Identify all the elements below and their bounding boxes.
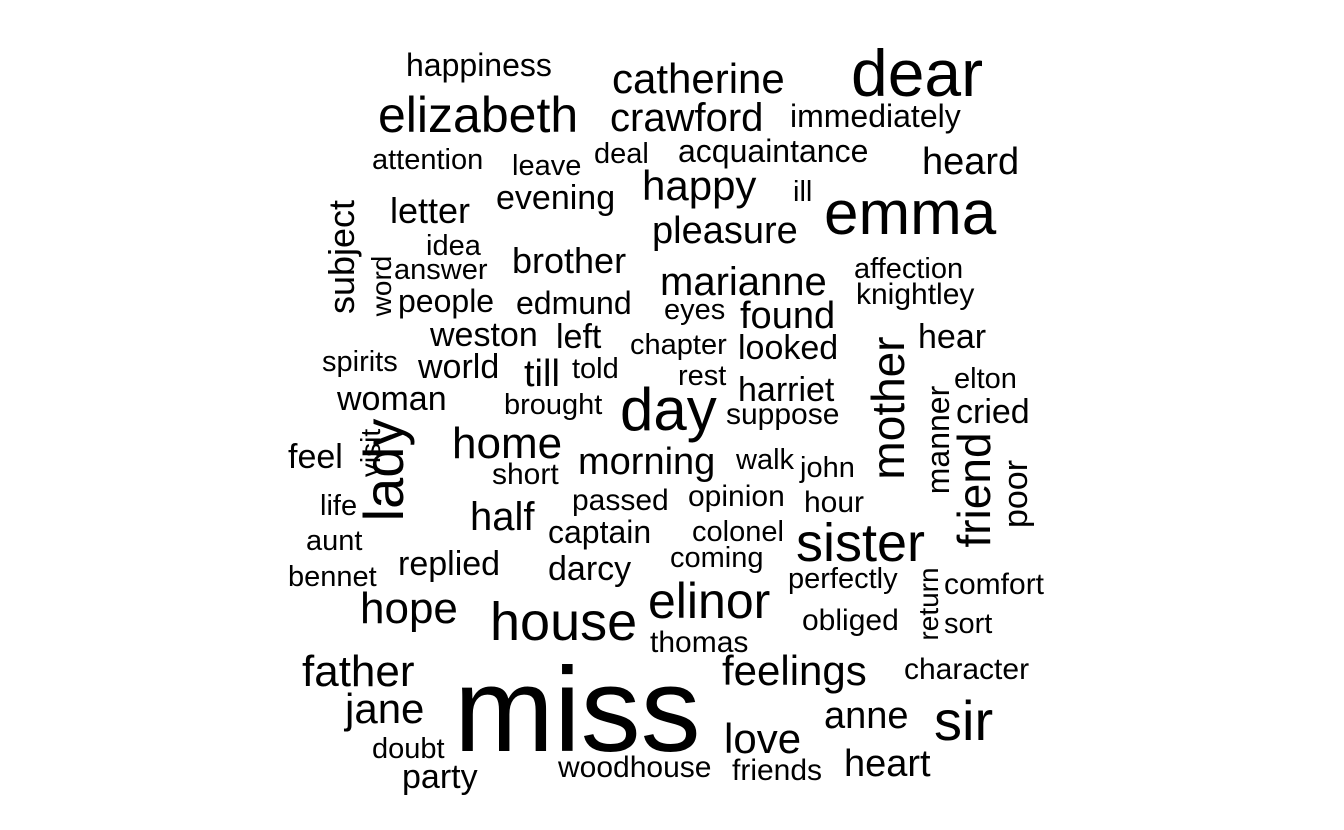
word-doubt: doubt [372, 733, 445, 765]
word-coming: coming [670, 542, 764, 574]
word-passed: passed [572, 484, 669, 517]
word-word: word [366, 255, 397, 317]
word-sort: sort [944, 608, 993, 640]
word-knightley: knightley [856, 278, 975, 311]
word-bennet: bennet [288, 561, 377, 593]
word-poor: poor [997, 459, 1035, 529]
word-rest: rest [678, 360, 727, 392]
word-looked: looked [738, 329, 839, 367]
word-anne: anne [824, 695, 909, 737]
word-letter: letter [390, 190, 471, 231]
word-emma: emma [824, 179, 997, 248]
word-subject: subject [321, 199, 362, 315]
word-attention: attention [372, 144, 484, 176]
word-acquaintance: acquaintance [678, 133, 869, 169]
word-chapter: chapter [630, 329, 727, 361]
word-hope: hope [360, 584, 458, 633]
word-elinor: elinor [648, 573, 771, 629]
word-day: day [620, 376, 717, 443]
word-spirits: spirits [322, 346, 398, 378]
word-evening: evening [496, 179, 616, 217]
word-happy: happy [642, 162, 757, 209]
word-comfort: comfort [944, 568, 1045, 601]
word-told: told [572, 353, 619, 385]
word-happiness: happiness [406, 47, 552, 83]
word-pleasure: pleasure [652, 210, 798, 252]
word-colonel: colonel [692, 516, 784, 548]
word-love: love [724, 715, 802, 762]
word-john: john [800, 452, 855, 484]
word-sir: sir [934, 689, 994, 752]
word-sister: sister [796, 513, 926, 573]
word-till: till [524, 353, 560, 395]
word-elton: elton [954, 363, 1017, 395]
word-brought: brought [504, 389, 603, 421]
word-ill: ill [793, 176, 813, 208]
word-marianne: marianne [660, 260, 827, 304]
word-morning: morning [578, 441, 716, 483]
word-life: life [320, 490, 358, 522]
word-feel: feel [288, 438, 343, 476]
word-weston: weston [430, 316, 538, 354]
word-heard: heard [922, 141, 1020, 183]
word-eyes: eyes [664, 294, 726, 326]
word-aunt: aunt [306, 525, 363, 557]
word-deal: deal [594, 138, 649, 170]
word-thomas: thomas [650, 626, 749, 659]
word-manner: manner [920, 385, 956, 495]
word-father: father [302, 647, 415, 696]
word-crawford: crawford [610, 96, 764, 140]
word-elizabeth: elizabeth [378, 87, 579, 143]
word-affection: affection [854, 253, 964, 285]
word-home: home [452, 419, 563, 468]
word-miss: miss [454, 643, 701, 777]
word-character: character [904, 653, 1030, 686]
word-world: world [418, 348, 500, 386]
word-catherine: catherine [612, 55, 785, 102]
word-perfectly: perfectly [788, 563, 898, 595]
word-darcy: darcy [548, 550, 632, 588]
word-found: found [740, 295, 836, 337]
word-captain: captain [548, 514, 652, 550]
word-harriet: harriet [738, 371, 835, 409]
word-heart: heart [844, 743, 931, 785]
word-idea: idea [426, 230, 481, 262]
word-hour: hour [804, 486, 865, 519]
word-obliged: obliged [802, 604, 899, 637]
word-opinion: opinion [688, 480, 785, 513]
word-house: house [490, 592, 638, 652]
word-woodhouse: woodhouse [558, 751, 712, 784]
word-visit: visit [355, 428, 386, 478]
word-friends: friends [732, 754, 823, 787]
word-woman: woman [337, 380, 447, 418]
word-dear: dear [851, 36, 984, 110]
word-jane: jane [345, 685, 425, 732]
word-leave: leave [512, 150, 582, 182]
word-answer: answer [394, 254, 488, 286]
word-party: party [402, 758, 478, 796]
word-immediately: immediately [790, 98, 961, 134]
word-people: people [398, 283, 495, 319]
word-replied: replied [398, 545, 501, 583]
word-left: left [556, 318, 602, 356]
word-return: return [913, 567, 944, 641]
word-cried: cried [956, 393, 1030, 431]
word-short: short [492, 458, 559, 491]
word-friend: friend [948, 432, 1000, 548]
word-hear: hear [918, 318, 987, 356]
word-half: half [470, 495, 535, 539]
word-feelings: feelings [722, 647, 867, 694]
word-mother: mother [862, 336, 914, 480]
word-brother: brother [512, 240, 627, 281]
word-edmund: edmund [516, 285, 632, 321]
word-walk: walk [736, 444, 795, 476]
word-suppose: suppose [726, 398, 840, 431]
